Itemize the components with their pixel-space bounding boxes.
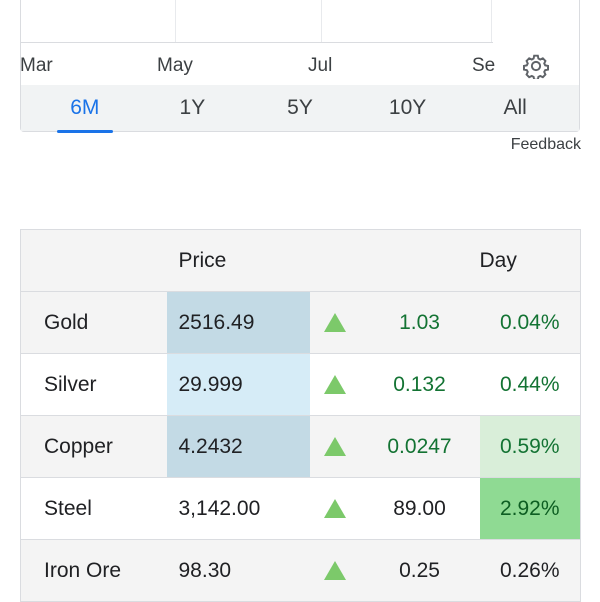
commodity-name: Copper: [20, 415, 167, 478]
table-row[interactable]: Steel 3,142.00 89.00 2.92%: [20, 477, 581, 540]
up-triangle-icon: [323, 499, 346, 519]
change-direction: [309, 353, 360, 416]
up-triangle-icon: [323, 561, 346, 581]
commodity-price: 4.2432: [166, 415, 310, 478]
price-change: 0.132: [359, 353, 480, 416]
change-direction: [309, 291, 360, 354]
table-header-row: Price Day: [20, 229, 581, 292]
tab-all[interactable]: All: [503, 96, 527, 119]
chart-gridline: [321, 0, 322, 42]
header-arrow: [309, 229, 360, 292]
feedback-link[interactable]: Feedback: [510, 136, 581, 153]
tab-10y[interactable]: 10Y: [388, 96, 427, 119]
chart-plot-area[interactable]: [21, 0, 493, 43]
x-axis-label: Se: [472, 55, 496, 76]
tab-5y[interactable]: 5Y: [287, 96, 313, 119]
up-triangle-icon: [323, 313, 346, 333]
table-row[interactable]: Silver 29.999 0.132 0.44%: [20, 353, 581, 416]
table-row[interactable]: Copper 4.2432 0.0247 0.59%: [20, 415, 581, 478]
header-name: [20, 229, 167, 292]
percent-change: 2.92%: [479, 477, 581, 540]
x-axis-label: Jul: [308, 55, 333, 76]
price-change: 89.00: [359, 477, 480, 540]
price-change: 1.03: [359, 291, 480, 354]
time-range-tabs: 6M 1Y 5Y 10Y All: [21, 85, 579, 133]
percent-change: 0.04%: [479, 291, 581, 354]
chart-gridline: [175, 0, 176, 42]
percent-change: 0.59%: [479, 415, 581, 478]
change-direction: [309, 415, 360, 478]
header-price: Price: [166, 229, 310, 292]
price-chart-card: Mar May Jul Se 6M 1Y 5Y 10Y All: [20, 0, 580, 133]
gear-icon[interactable]: [523, 53, 549, 79]
x-axis-label: Mar: [20, 55, 53, 76]
commodity-name: Iron Ore: [20, 539, 167, 602]
commodity-name: Steel: [20, 477, 167, 540]
price-change: 0.0247: [359, 415, 480, 478]
commodity-price: 3,142.00: [166, 477, 310, 540]
commodity-price: 29.999: [166, 353, 310, 416]
commodity-price: 98.30: [166, 539, 310, 602]
x-axis-label: May: [157, 55, 193, 76]
up-triangle-icon: [323, 437, 346, 457]
change-direction: [309, 477, 360, 540]
tab-6m[interactable]: 6M: [45, 96, 125, 133]
chart-gridline: [491, 0, 492, 42]
commodities-table: Price Day Gold 2516.49 1.03 0.04% Silver…: [20, 229, 581, 602]
chart-x-axis: Mar May Jul Se: [20, 55, 521, 81]
table-row[interactable]: Gold 2516.49 1.03 0.04%: [20, 291, 581, 354]
percent-change: 0.44%: [479, 353, 581, 416]
commodity-name: Silver: [20, 353, 167, 416]
table-row[interactable]: Iron Ore 98.30 0.25 0.26%: [20, 539, 581, 602]
header-change: [359, 229, 480, 292]
commodity-price: 2516.49: [166, 291, 310, 354]
percent-change: 0.26%: [479, 539, 581, 602]
tab-1y[interactable]: 1Y: [179, 96, 206, 119]
change-direction: [309, 539, 360, 602]
up-triangle-icon: [323, 375, 346, 395]
price-change: 0.25: [359, 539, 480, 602]
header-day: Day: [479, 229, 581, 292]
commodity-name: Gold: [20, 291, 167, 354]
